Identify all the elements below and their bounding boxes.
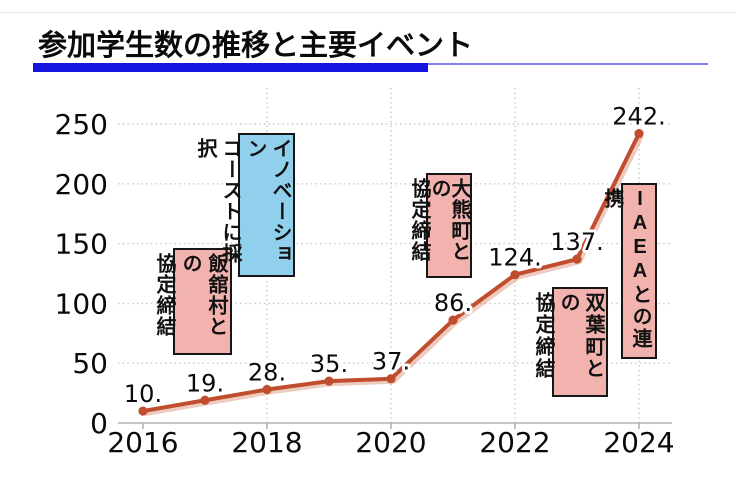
data-point-label: 28.	[248, 359, 286, 387]
data-point-marker	[510, 270, 520, 280]
y-tick-label: 50	[72, 347, 108, 380]
y-tick-label: 150	[55, 228, 108, 261]
y-tick-label: 0	[90, 407, 108, 440]
page-title: 参加学生数の推移と主要イベント	[38, 30, 474, 62]
data-point-marker	[200, 395, 210, 405]
annotation-innovation-coast-box: イノベーション コーストに採択	[194, 133, 295, 277]
x-tick-label: 2018	[231, 426, 302, 459]
annotation-text: IAEAとの連携	[601, 188, 651, 350]
x-tick-label: 2024	[603, 426, 674, 459]
data-point-marker	[324, 376, 334, 386]
annotation-text: 協定締結	[153, 253, 175, 337]
data-point-label: 37.	[372, 348, 410, 376]
y-tick-label: 250	[55, 108, 108, 141]
data-point-marker	[572, 254, 582, 264]
data-point-label: 35.	[310, 350, 348, 378]
data-point-label: 19.	[186, 369, 224, 397]
x-tick-label: 2020	[355, 426, 426, 459]
x-tick-label: 2022	[479, 426, 550, 459]
annotation-text: コーストに採択	[194, 138, 241, 264]
data-point-label: 10.	[124, 380, 162, 408]
annotation-text: 飯舘村との	[179, 253, 227, 337]
y-tick-label: 100	[55, 287, 108, 320]
data-point-label: 124.	[488, 244, 541, 272]
annotation-text: 双葉町との	[557, 292, 604, 380]
annotation-text: 協定締結	[408, 178, 430, 262]
data-point-marker	[634, 128, 644, 139]
data-point-label: 86.	[434, 289, 472, 317]
annotation-iitate-box: 飯舘村との 協定締結	[153, 248, 232, 355]
data-point-marker	[386, 374, 396, 384]
annotation-iaea-box: IAEAとの連携	[601, 183, 657, 359]
annotation-okuma-box: 大熊町との 協定締結	[408, 173, 472, 278]
top-divider	[0, 12, 736, 13]
x-tick-label: 2016	[107, 426, 178, 459]
data-point-marker	[262, 384, 272, 395]
annotation-futaba-box: 双葉町との 協定締結	[532, 287, 608, 397]
title-underline-thick	[33, 63, 428, 72]
annotation-text: 大熊町との	[428, 178, 470, 262]
data-point-label: 242.	[612, 103, 665, 131]
annotation-text: イノベーション	[244, 138, 291, 264]
data-point-marker	[138, 406, 148, 416]
y-tick-label: 200	[55, 168, 108, 201]
data-point-label: 137.	[550, 228, 603, 256]
data-point-marker	[448, 315, 458, 325]
annotation-text: 協定締結	[532, 292, 554, 380]
